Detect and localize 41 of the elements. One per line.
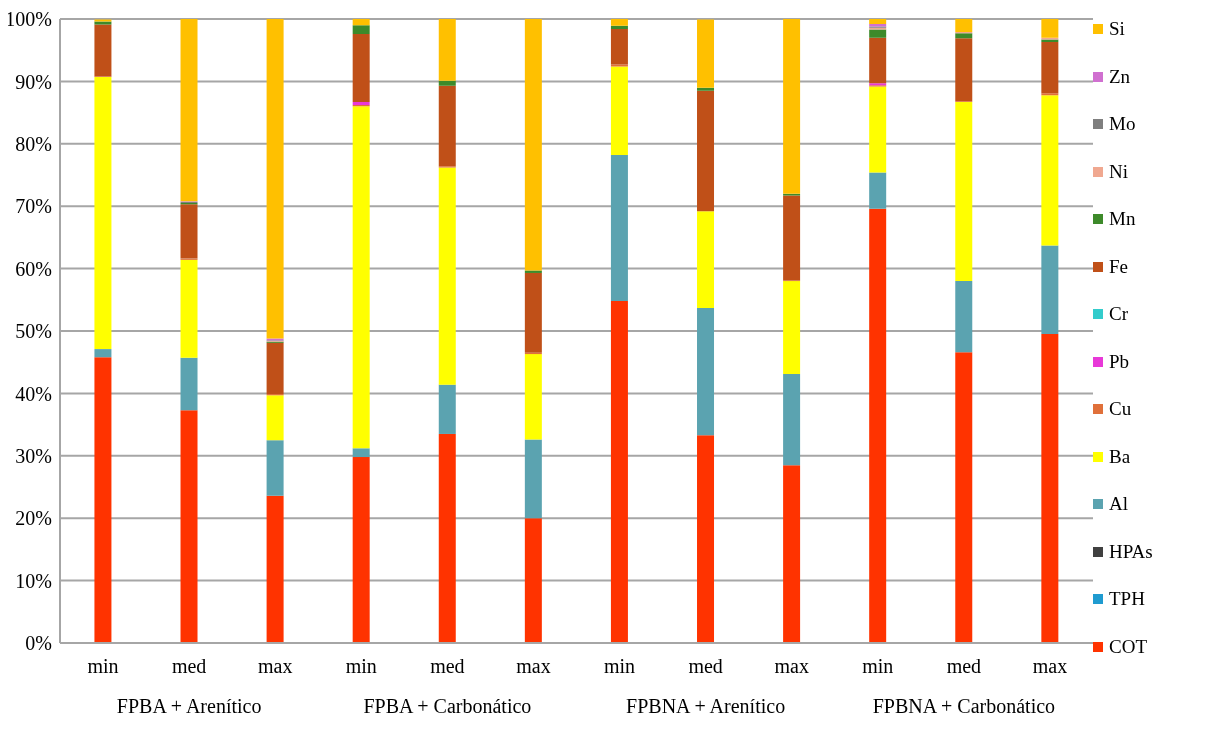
x-tick-label: med: [430, 655, 465, 677]
y-tick-label: 10%: [15, 569, 52, 592]
legend-label: Al: [1109, 493, 1128, 516]
x-tick-label: max: [257, 655, 293, 677]
legend-label: Cu: [1109, 398, 1132, 421]
x-tick-label: med: [946, 655, 982, 677]
x-tick-label: min: [862, 655, 894, 677]
y-tick-label: 20%: [15, 507, 52, 530]
legend-label: Cr: [1109, 303, 1128, 326]
legend-label: Mo: [1109, 113, 1136, 136]
text: FPBA + Arenítico: [116, 695, 262, 717]
y-tick-label: 80%: [15, 132, 52, 155]
x-tick-label: med: [171, 655, 207, 677]
y-tick-label: 60%: [15, 257, 52, 280]
x-tick-label: min: [345, 655, 377, 677]
legend-label: TPH: [1109, 588, 1145, 611]
y-tick-label: 0%: [25, 632, 52, 655]
y-tick-label: 70%: [15, 195, 52, 218]
legend-label: Fe: [1109, 255, 1128, 278]
y-tick-label: 90%: [15, 70, 52, 93]
text: FPBNA + Carbonático: [872, 695, 1056, 717]
text: FPBNA + Arenítico: [626, 695, 786, 717]
legend-label: Pb: [1109, 350, 1130, 373]
legend-label: COT: [1109, 635, 1147, 658]
legend-label: Ni: [1109, 160, 1128, 183]
legend-label: Si: [1109, 18, 1125, 40]
y-tick-label: 30%: [15, 444, 52, 467]
text: FPBA + Carbonático: [363, 695, 532, 717]
x-tick-label: max: [774, 655, 809, 677]
legend-label: HPAs: [1109, 540, 1153, 563]
legend-label: Ba: [1109, 445, 1131, 468]
x-tick-label: min: [87, 655, 119, 677]
legend-label: Zn: [1109, 65, 1131, 88]
x-tick-label: min: [603, 655, 636, 677]
y-tick-label: 40%: [15, 382, 52, 405]
y-tick-label: 50%: [15, 320, 52, 343]
x-tick-label: med: [688, 655, 723, 677]
y-tick-label: 100%: [5, 8, 52, 31]
legend-label: Mn: [1109, 208, 1136, 231]
x-tick-label: max: [516, 655, 551, 677]
x-tick-label: max: [1032, 655, 1068, 677]
